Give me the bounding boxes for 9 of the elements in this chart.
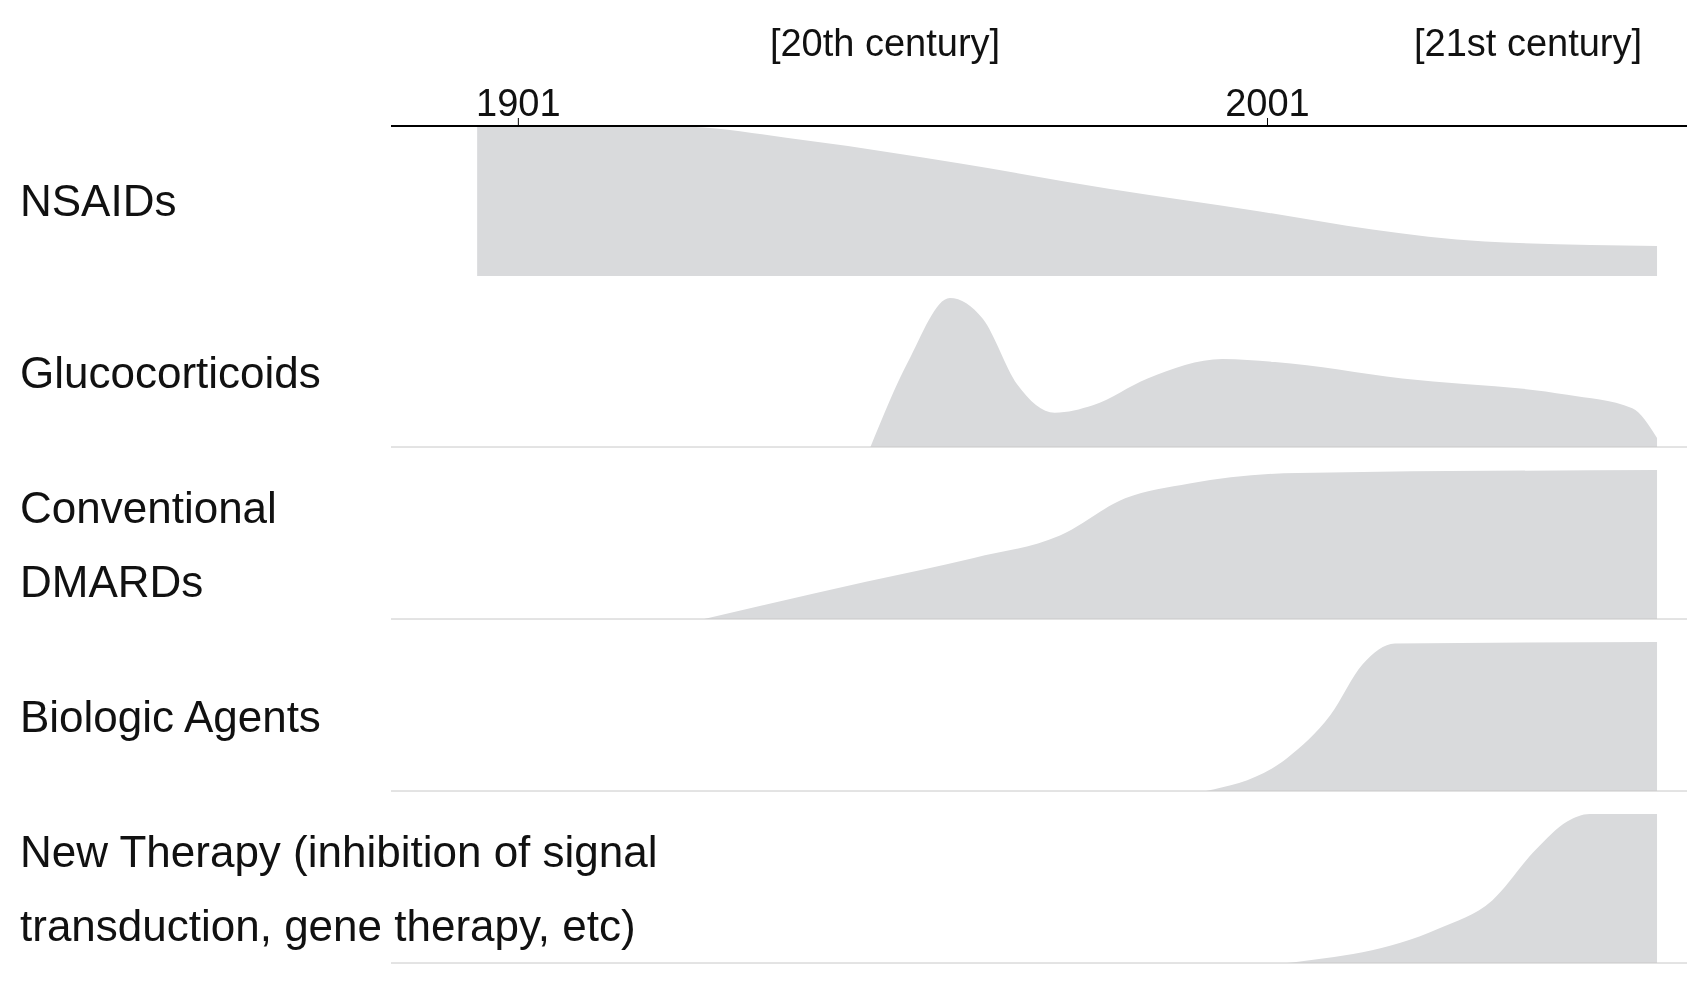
text: New Therapy (inhibition of signal transduction, gene therapy, etc) <box>20 826 659 952</box>
x-tick-label: 2001 <box>1225 82 1310 124</box>
text: [20th century] <box>769 22 1001 65</box>
x-tick-label: 1901 <box>476 82 561 124</box>
text: Conventional DMARDs <box>20 482 278 608</box>
text: NSAIDs <box>20 175 178 227</box>
text: [21st century] <box>1413 22 1643 65</box>
text: Biologic Agents <box>20 691 322 743</box>
text: Glucocorticoids <box>20 347 322 399</box>
